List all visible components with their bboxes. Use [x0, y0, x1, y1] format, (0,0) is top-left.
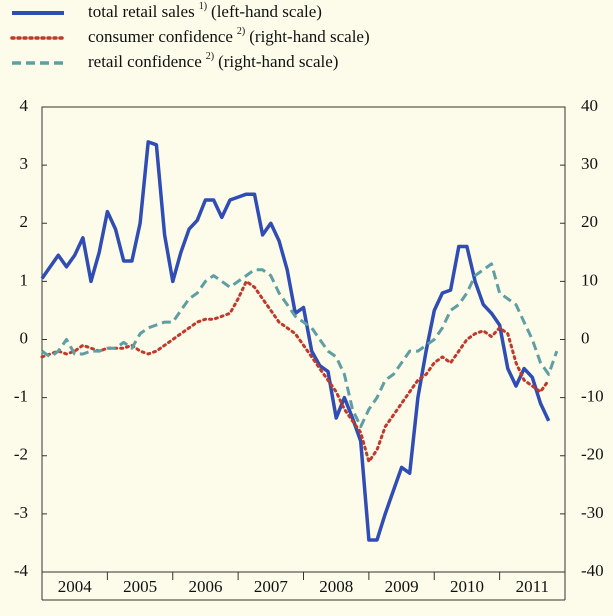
legend-footnote: 2): [206, 51, 214, 62]
legend-label: total retail sales 1) (left-hand scale): [88, 1, 322, 21]
legend-scale: (right-hand scale): [249, 27, 369, 46]
legend-name: retail confidence: [88, 52, 202, 71]
x-tick-label: 2007: [254, 577, 289, 596]
y-tick-label: -4: [14, 561, 29, 580]
legend: total retail sales 1) (left-hand scale) con…: [10, 1, 370, 71]
legend-scale: (right-hand scale): [218, 52, 338, 71]
y-tick-label: 1: [20, 270, 29, 289]
y-tick-label: 4: [20, 96, 29, 115]
y-tick-label: -2: [14, 445, 28, 464]
y2-tick-label: 0: [581, 328, 590, 347]
y2-tick-label: -10: [581, 387, 604, 406]
y2-tick-label: 40: [581, 96, 598, 115]
legend-scale: (left-hand scale): [211, 2, 322, 21]
y-tick-label: 3: [20, 154, 29, 173]
x-tick-label: 2011: [516, 577, 549, 596]
x-tick-label: 2009: [385, 577, 419, 596]
series-line: [40, 279, 551, 464]
x-tick-label: 2010: [450, 577, 484, 596]
plot-frame: [41, 106, 566, 573]
series-line: [41, 262, 559, 429]
series-line: [40, 140, 551, 542]
y-tick-label: 2: [20, 212, 29, 231]
legend-name: total retail sales: [88, 2, 195, 21]
y2-tick-label: -20: [581, 445, 604, 464]
legend-label: retail confidence 2) (right-hand scale): [88, 51, 338, 71]
y2-tick-label: -30: [581, 503, 604, 522]
y-tick-label: -3: [14, 503, 28, 522]
legend-name: consumer confidence: [88, 27, 233, 46]
y2-tick-label: 20: [581, 212, 598, 231]
x-tick-label: 2005: [123, 577, 157, 596]
y-tick-label: -1: [14, 387, 28, 406]
y2-tick-label: -40: [581, 561, 604, 580]
y2-tick-label: 30: [581, 154, 598, 173]
x-tick-label: 2006: [188, 577, 222, 596]
y-tick-label: 0: [20, 328, 29, 347]
x-tick-label: 2008: [319, 577, 353, 596]
legend-label: consumer confidence 2) (right-hand scale): [88, 26, 370, 46]
x-tick-label: 2004: [58, 577, 93, 596]
legend-footnote: 1): [199, 1, 207, 12]
y2-tick-label: 10: [581, 270, 598, 289]
legend-footnote: 2): [237, 26, 245, 37]
